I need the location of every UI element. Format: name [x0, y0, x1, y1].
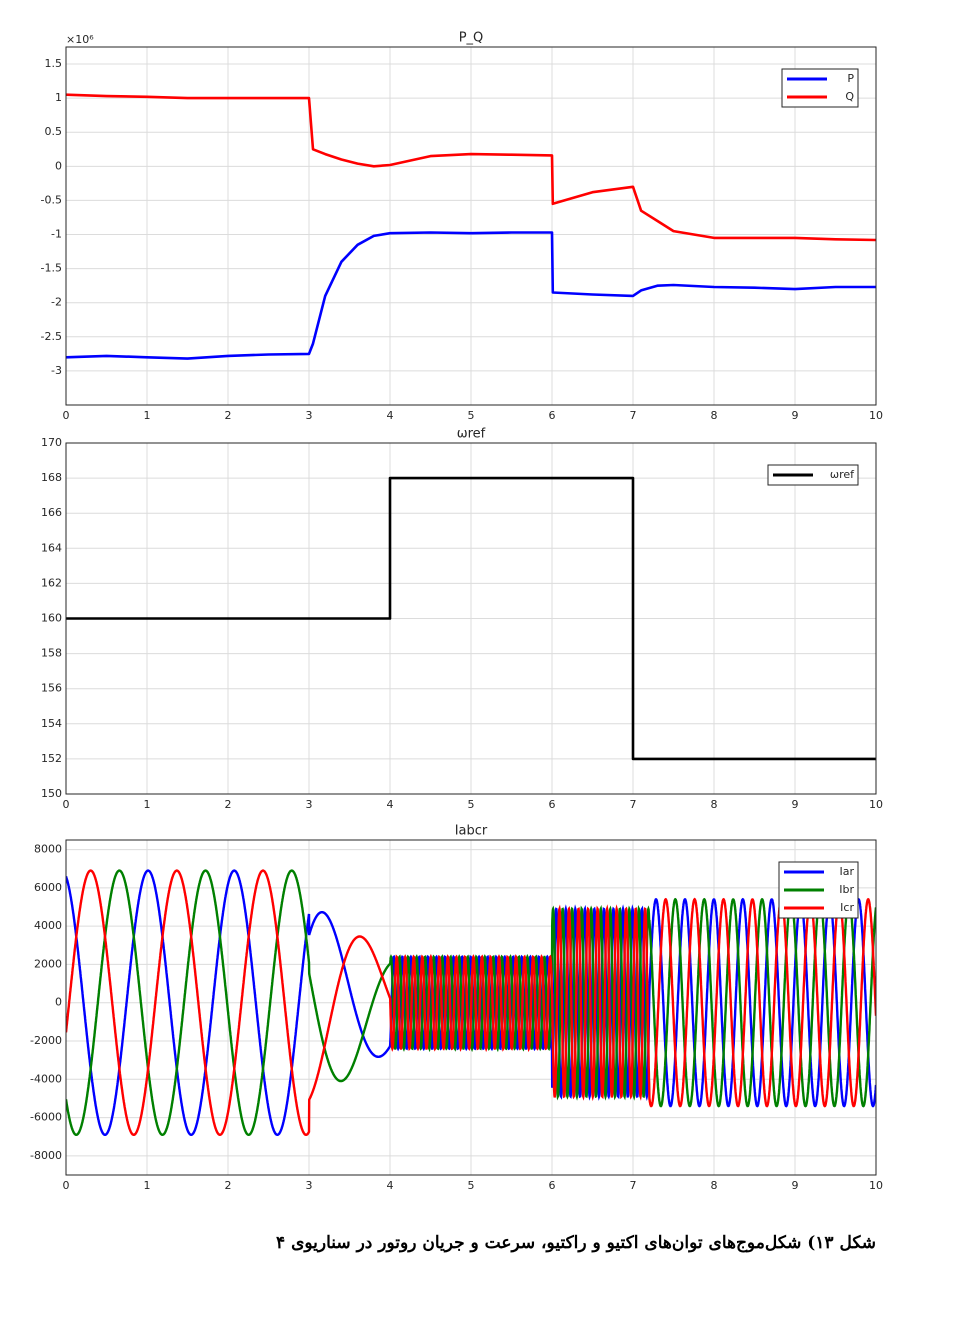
x-tick-label: 0	[63, 1179, 70, 1192]
x-tick-label: 6	[549, 1179, 556, 1192]
y-tick-label: -3	[51, 364, 62, 377]
axes-frame	[65, 46, 877, 406]
series-line	[66, 93, 876, 242]
x-tick-label: 1	[144, 409, 151, 422]
legend-label: Q	[845, 90, 854, 103]
y-tick-label: -4000	[30, 1072, 62, 1085]
x-tick-label: 7	[630, 409, 637, 422]
y-tick-label: 0	[55, 996, 62, 1009]
x-tick-label: 0	[63, 798, 70, 811]
y-tick-label: 1	[55, 91, 62, 104]
x-tick-label: 10	[869, 798, 883, 811]
x-tick-label: 3	[306, 1179, 313, 1192]
axes-frame	[65, 442, 877, 795]
x-tick-label: 7	[630, 798, 637, 811]
x-tick-label: 5	[468, 1179, 475, 1192]
x-tick-label: 4	[387, 1179, 394, 1192]
x-tick-label: 2	[225, 1179, 232, 1192]
x-tick-label: 9	[792, 1179, 799, 1192]
x-tick-label: 5	[468, 409, 475, 422]
x-tick-label: 8	[711, 409, 718, 422]
x-tick-label: 5	[468, 798, 475, 811]
legend-label: Icr	[840, 901, 854, 914]
x-tick-label: 9	[792, 409, 799, 422]
x-tick-label: 4	[387, 798, 394, 811]
y-tick-label: 0	[55, 159, 62, 172]
x-tick-label: 10	[869, 1179, 883, 1192]
x-tick-label: 10	[869, 409, 883, 422]
y-tick-label: 6000	[34, 881, 62, 894]
y-tick-label: 4000	[34, 919, 62, 932]
x-tick-label: 0	[63, 409, 70, 422]
y-tick-label: 156	[41, 682, 62, 695]
x-tick-label: 1	[144, 798, 151, 811]
y-tick-label: -1.5	[41, 262, 62, 275]
series-line	[66, 869, 876, 1136]
x-tick-label: 8	[711, 798, 718, 811]
y-tick-label: -2.5	[41, 330, 62, 343]
y-tick-label: -1	[51, 228, 62, 241]
y-tick-label: 162	[41, 576, 62, 589]
series-line	[66, 476, 876, 761]
caption: شکل ۱۳) شکل‌موج‌های توان‌های اکتیو و راک…	[276, 1233, 876, 1253]
y-tick-label: 166	[41, 506, 62, 519]
figure: 0 1 2 3 4 5 6 7 8 9 10-3-2.5-2-1.5-1-0.500.511.5P_…	[30, 31, 883, 1193]
y-tick-label: 154	[41, 717, 62, 730]
x-tick-label: 3	[306, 409, 313, 422]
y-tick-label: 2000	[34, 957, 62, 970]
legend-label: ωref	[830, 468, 855, 481]
x-tick-label: 8	[711, 1179, 718, 1192]
legend-label: Iar	[839, 865, 854, 878]
legend-box	[781, 68, 859, 108]
series-line	[66, 231, 876, 360]
series-line	[66, 869, 876, 1136]
y-multiplier: ×10⁶	[66, 33, 94, 46]
y-tick-label: 168	[41, 471, 62, 484]
x-tick-label: 2	[225, 798, 232, 811]
y-tick-label: 8000	[34, 843, 62, 856]
legend-label: Ibr	[839, 883, 854, 896]
y-tick-label: 1.5	[45, 57, 63, 70]
y-tick-label: 0.5	[45, 125, 63, 138]
y-tick-label: -8000	[30, 1149, 62, 1162]
chart-title: Iabcr	[455, 824, 488, 839]
y-tick-label: 164	[41, 541, 62, 554]
chart-title: ωref	[457, 427, 486, 442]
x-tick-label: 1	[144, 1179, 151, 1192]
x-tick-label: 2	[225, 409, 232, 422]
x-tick-label: 6	[549, 798, 556, 811]
y-tick-label: -2000	[30, 1034, 62, 1047]
x-tick-label: 4	[387, 409, 394, 422]
x-tick-label: 3	[306, 798, 313, 811]
y-tick-label: -6000	[30, 1111, 62, 1124]
y-tick-label: 170	[41, 436, 62, 449]
y-tick-label: -0.5	[41, 193, 62, 206]
y-tick-label: 152	[41, 752, 62, 765]
chart-title: P_Q	[459, 31, 484, 46]
x-tick-label: 6	[549, 409, 556, 422]
y-tick-label: 158	[41, 647, 62, 660]
x-tick-label: 9	[792, 798, 799, 811]
legend-label: P	[847, 72, 854, 85]
y-tick-label: -2	[51, 296, 62, 309]
y-tick-label: 150	[41, 787, 62, 800]
axes-frame	[65, 839, 877, 1176]
x-tick-label: 7	[630, 1179, 637, 1192]
y-tick-label: 160	[41, 612, 62, 625]
